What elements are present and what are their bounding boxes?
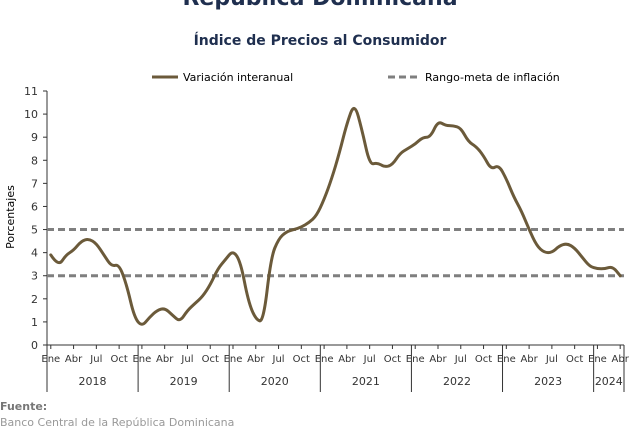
x-month-label: Ene [406,354,425,365]
x-month-label: Oct [202,354,219,365]
y-tick-label: 10 [24,108,38,121]
y-tick-label: 5 [31,224,38,237]
x-month-label: Jul [180,354,193,365]
x-month-label: Ene [497,354,516,365]
chart-canvas: Variación interanual Rango-meta de infla… [4,71,630,392]
x-month-label: Oct [475,354,492,365]
x-year-label: 2018 [79,375,107,388]
y-tick-label: 2 [31,293,38,306]
target-band [47,228,624,278]
x-month-label: Ene [224,354,243,365]
x-month-label: Oct [566,354,583,365]
x-year-label: 2022 [443,375,471,388]
x-month-label: Abr [156,354,174,365]
x-month-label: Oct [293,354,310,365]
x-month-label: Jul [545,354,558,365]
x-year-label: 2021 [352,375,380,388]
x-month-label: Oct [384,354,401,365]
legend: Variación interanual Rango-meta de infla… [152,71,560,84]
y-axis: 0 1 2 3 4 5 6 7 8 9 10 11 [24,85,48,352]
y-tick-label: 0 [31,339,38,352]
x-month-label: Abr [612,354,630,365]
legend-label-variacion: Variación interanual [183,71,293,84]
y-tick-label: 9 [31,131,38,144]
chart-title: República Dominicana [0,0,640,11]
x-year-label: 2019 [170,375,198,388]
y-tick-label: 7 [31,177,38,190]
x-year-label: 2024 [595,375,623,388]
x-year-label: 2023 [534,375,562,388]
x-month-label: Abr [520,354,538,365]
y-tick-label: 11 [24,85,38,98]
y-tick-label: 1 [31,316,38,329]
x-month-label: Abr [247,354,265,365]
chart-subtitle: Índice de Precios al Consumidor [193,33,447,49]
x-month-label: Abr [338,354,356,365]
series-line-variacion-interanual [49,107,622,326]
legend-label-rango-meta: Rango-meta de inflación [425,71,560,84]
x-month-label: Jul [363,354,376,365]
x-year-label: 2020 [261,375,289,388]
y-tick-label: 4 [31,247,38,260]
x-month-label: Abr [429,354,447,365]
x-month-label: Oct [110,354,127,365]
x-month-label: Jul [89,354,102,365]
x-month-label: Ene [132,354,151,365]
source-text: Banco Central de la República Dominicana [0,416,235,429]
y-tick-label: 8 [31,154,38,167]
y-axis-label: Porcentajes [4,185,17,249]
y-tick-label: 3 [31,270,38,283]
x-month-label: Ene [41,354,60,365]
x-month-label: Abr [65,354,83,365]
x-month-label: Jul [454,354,467,365]
source-label: Fuente: [0,400,48,413]
x-month-label: Jul [272,354,285,365]
y-tick-label: 6 [31,200,38,213]
x-month-label: Ene [315,354,334,365]
x-month-label: Ene [588,354,607,365]
